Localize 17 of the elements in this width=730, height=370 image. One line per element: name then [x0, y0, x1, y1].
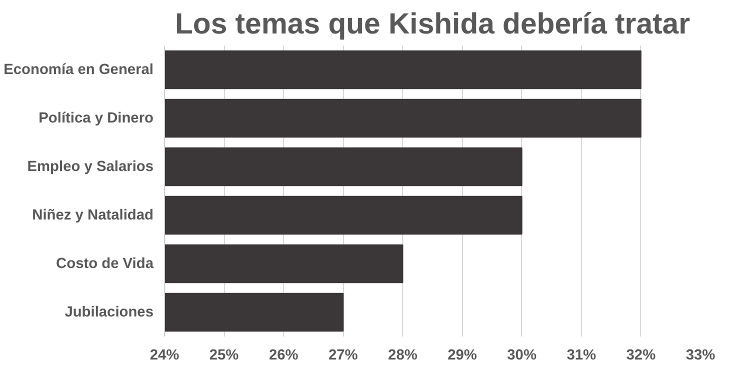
x-tick-label: 30%	[507, 348, 537, 364]
x-tick-label: 28%	[388, 348, 418, 364]
x-tick-label: 27%	[328, 348, 358, 364]
y-tick-label: Niñez y Natalidad	[32, 207, 154, 224]
y-tick-label: Empleo y Salarios	[27, 158, 154, 175]
x-tick-label: 24%	[150, 348, 180, 364]
x-tick-label: 31%	[566, 348, 596, 364]
x-tick-label: 29%	[448, 348, 477, 364]
chart-title: Los temas que Kishida debería tratar	[174, 8, 690, 40]
y-tick-label: Costo de Vida	[56, 256, 154, 272]
y-tick-label: Política y Dinero	[38, 110, 154, 126]
y-tick-label: Jubilaciones	[64, 304, 154, 320]
x-tick-label: 32%	[626, 348, 656, 364]
x-tick-label: 26%	[268, 348, 298, 364]
y-tick-label: Economía en General	[4, 62, 154, 78]
x-tick-label: 33%	[686, 348, 716, 364]
x-tick-label: 25%	[209, 348, 239, 364]
